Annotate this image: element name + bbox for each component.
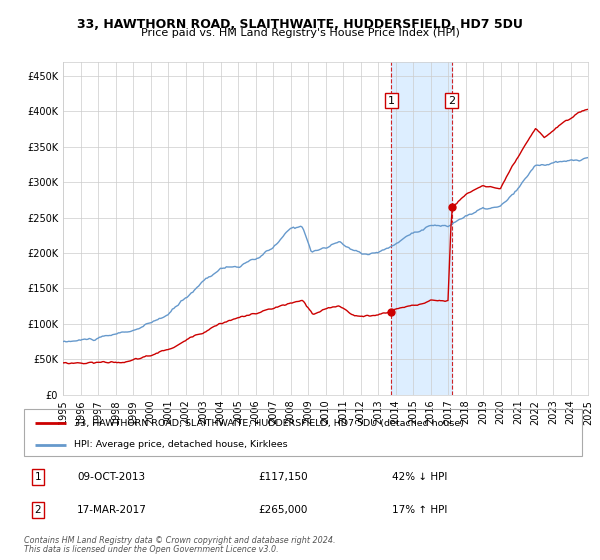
Point bbox=[447, 203, 457, 212]
Text: HPI: Average price, detached house, Kirklees: HPI: Average price, detached house, Kirk… bbox=[74, 440, 288, 449]
Text: 2: 2 bbox=[448, 96, 455, 106]
Bar bbox=[391, 62, 452, 395]
Text: £265,000: £265,000 bbox=[259, 505, 308, 515]
Text: Contains HM Land Registry data © Crown copyright and database right 2024.: Contains HM Land Registry data © Crown c… bbox=[24, 536, 335, 545]
Text: 33, HAWTHORN ROAD, SLAITHWAITE, HUDDERSFIELD, HD7 5DU (detached house): 33, HAWTHORN ROAD, SLAITHWAITE, HUDDERSF… bbox=[74, 418, 464, 428]
Text: £117,150: £117,150 bbox=[259, 472, 308, 482]
Text: This data is licensed under the Open Government Licence v3.0.: This data is licensed under the Open Gov… bbox=[24, 545, 278, 554]
Text: 33, HAWTHORN ROAD, SLAITHWAITE, HUDDERSFIELD, HD7 5DU: 33, HAWTHORN ROAD, SLAITHWAITE, HUDDERSF… bbox=[77, 18, 523, 31]
Text: 17% ↑ HPI: 17% ↑ HPI bbox=[392, 505, 448, 515]
Text: 17-MAR-2017: 17-MAR-2017 bbox=[77, 505, 147, 515]
Text: 2: 2 bbox=[35, 505, 41, 515]
Text: 42% ↓ HPI: 42% ↓ HPI bbox=[392, 472, 448, 482]
Text: 1: 1 bbox=[35, 472, 41, 482]
Text: 09-OCT-2013: 09-OCT-2013 bbox=[77, 472, 145, 482]
Text: Price paid vs. HM Land Registry's House Price Index (HPI): Price paid vs. HM Land Registry's House … bbox=[140, 28, 460, 38]
Text: 1: 1 bbox=[388, 96, 395, 106]
Point bbox=[386, 307, 396, 316]
